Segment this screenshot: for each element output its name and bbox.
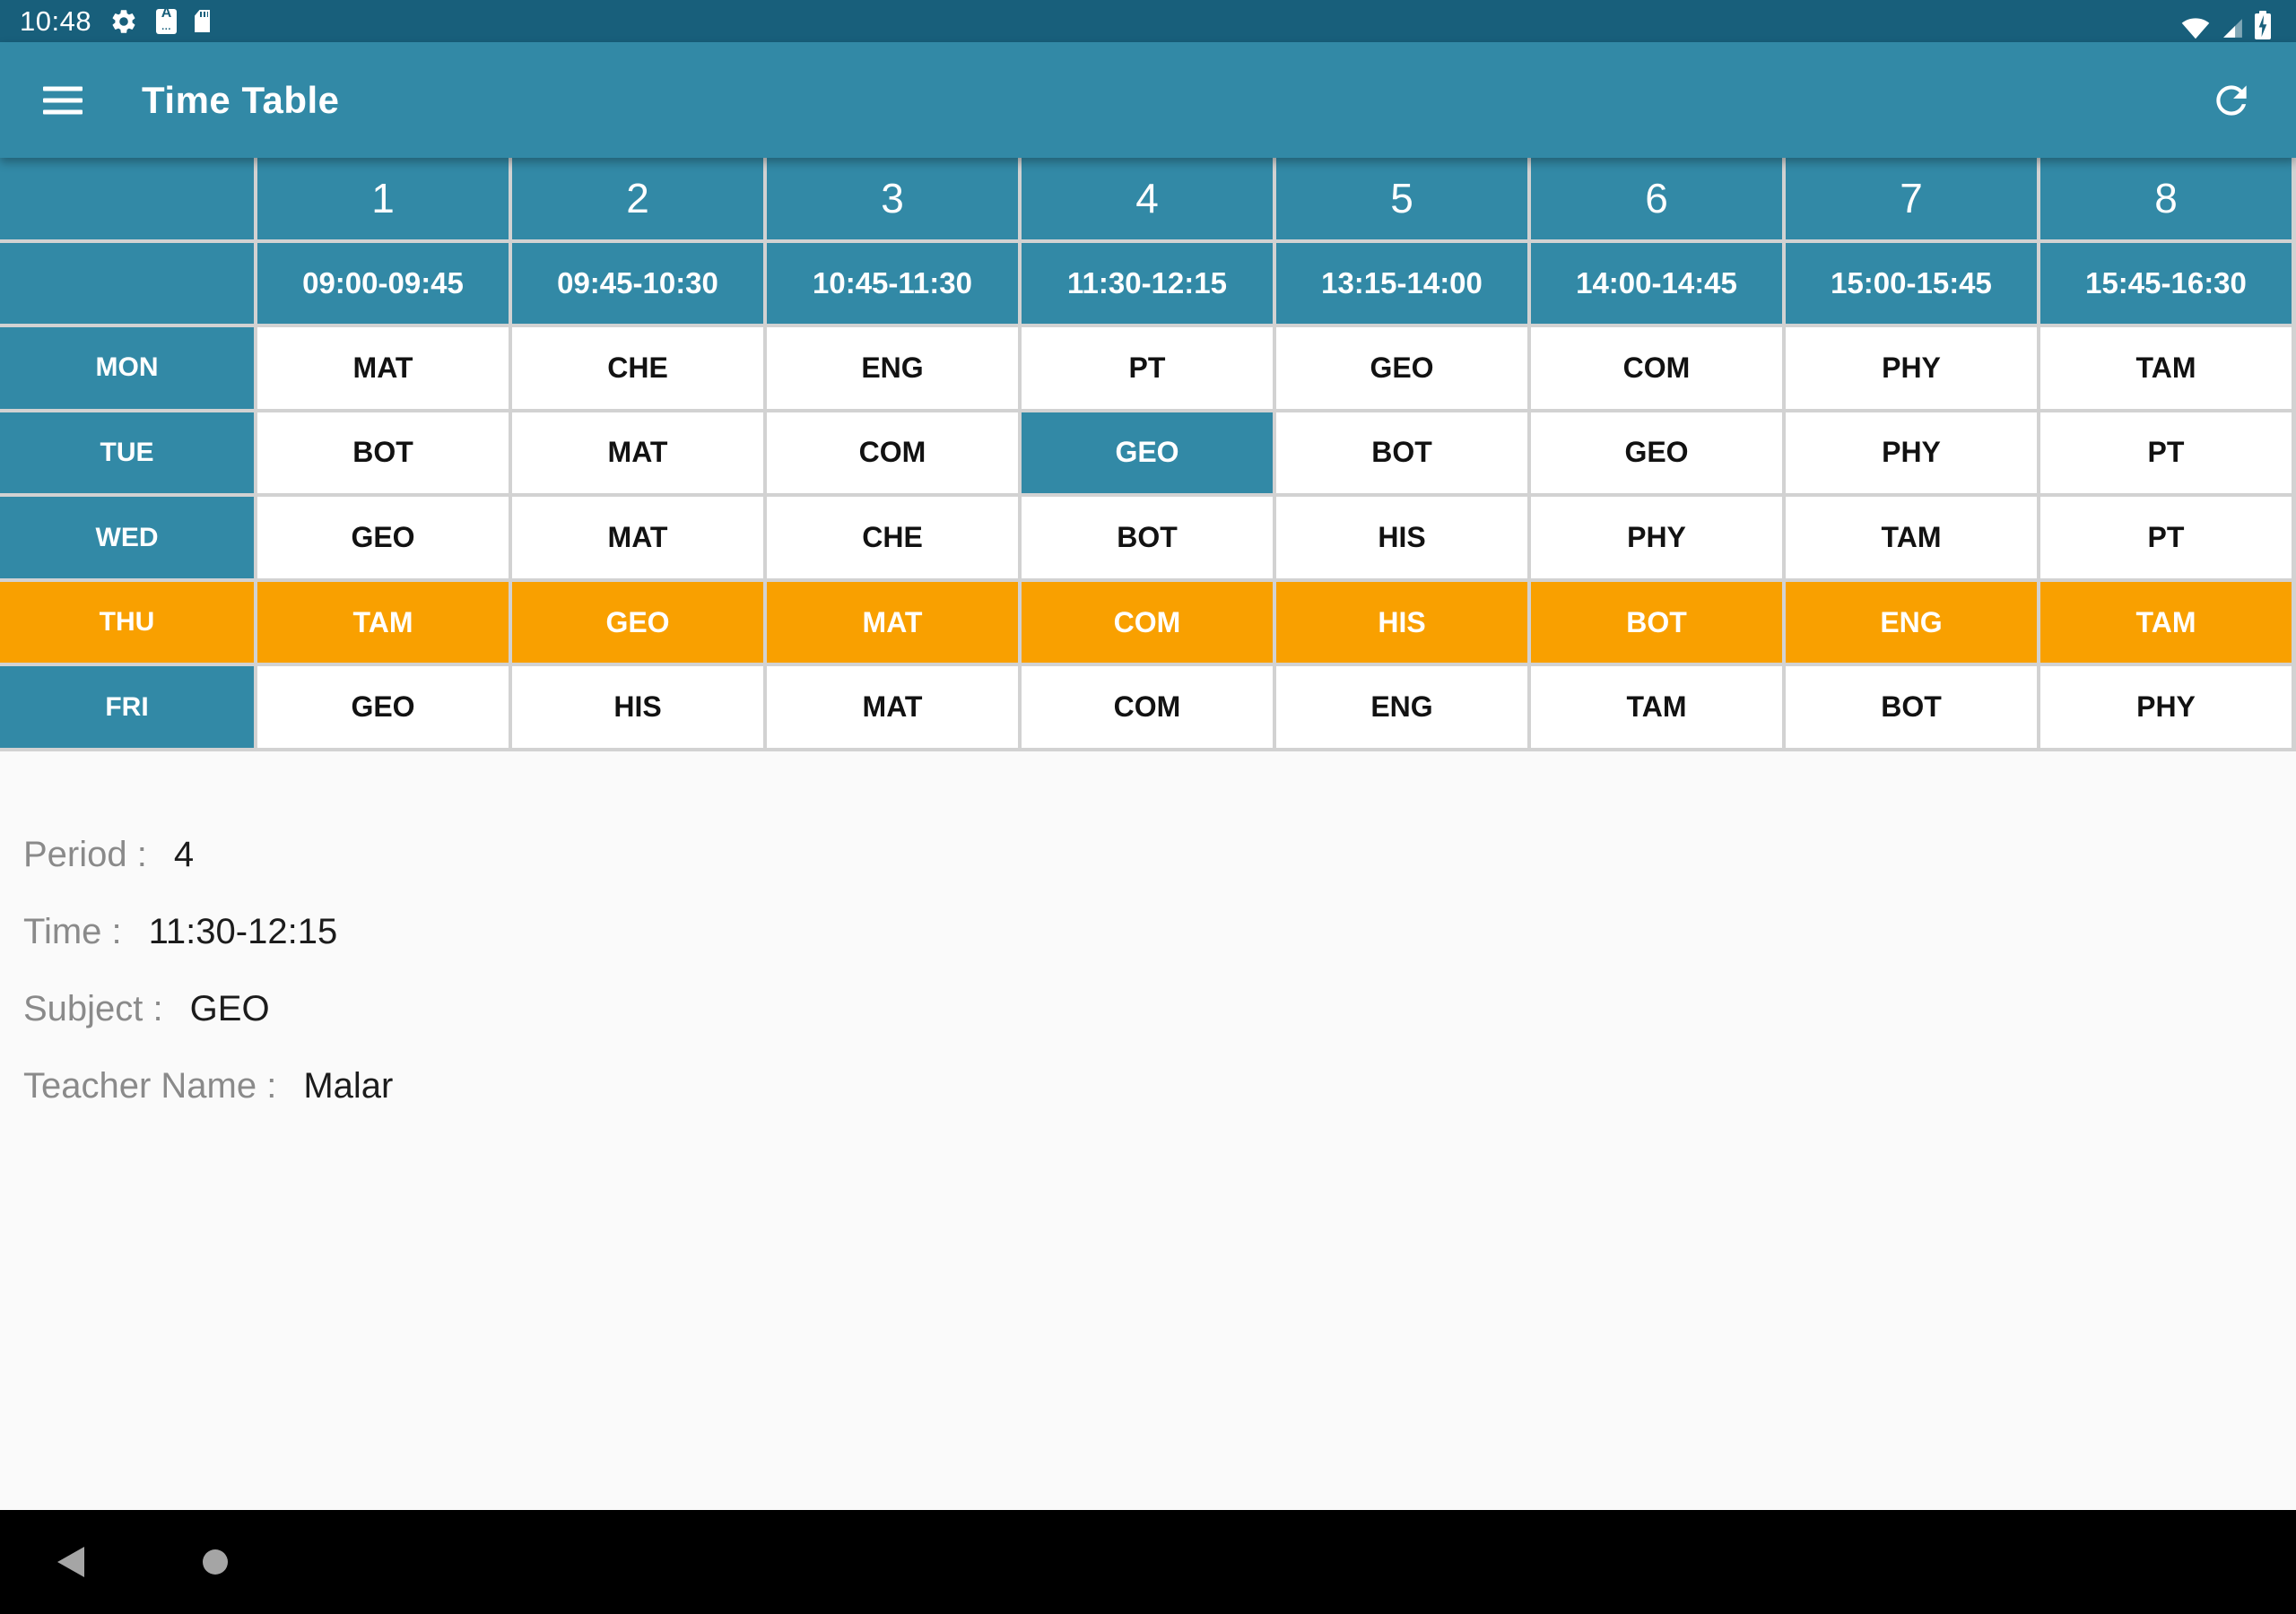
- detail-period: Period : 4: [23, 834, 2296, 876]
- home-circle-icon[interactable]: [203, 1549, 228, 1575]
- app-bar: Time Table: [0, 42, 2296, 158]
- page-title: Time Table: [142, 78, 340, 121]
- battery-charging-icon: [2255, 10, 2271, 39]
- timetable-grid: 1 2 3 4 5 6 7 8 09:00-09:45 09:45-10:30 …: [0, 158, 2296, 751]
- day-label-mon: MON: [0, 327, 254, 409]
- time-header-6: 14:00-14:45: [1531, 242, 1782, 325]
- detail-subject: Subject : GEO: [23, 988, 2296, 1030]
- cell-tue-3[interactable]: COM: [767, 412, 1018, 494]
- cell-thu-7[interactable]: ENG: [1786, 581, 2037, 664]
- period-header-4: 4: [1022, 158, 1273, 239]
- back-icon[interactable]: [57, 1547, 84, 1577]
- detail-time-label: Time :: [23, 912, 122, 951]
- keyboard-a-icon: A: [156, 5, 178, 34]
- wifi-icon: [2181, 17, 2210, 39]
- cell-wed-8[interactable]: PT: [2040, 497, 2292, 578]
- cell-thu-6[interactable]: BOT: [1531, 581, 1782, 664]
- settings-icon: [112, 9, 135, 33]
- cell-fri-2[interactable]: HIS: [512, 666, 763, 748]
- cell-wed-2[interactable]: MAT: [512, 497, 763, 578]
- cell-fri-5[interactable]: ENG: [1276, 666, 1527, 748]
- menu-icon[interactable]: [43, 86, 83, 114]
- cell-fri-6[interactable]: TAM: [1531, 666, 1782, 748]
- cell-tue-4-selected[interactable]: GEO: [1022, 412, 1273, 494]
- cell-tue-6[interactable]: GEO: [1531, 412, 1782, 494]
- time-header-2: 09:45-10:30: [512, 242, 763, 325]
- cell-thu-5[interactable]: HIS: [1276, 581, 1527, 664]
- corner-blank-cell: [0, 158, 254, 239]
- cell-mon-3[interactable]: ENG: [767, 327, 1018, 409]
- detail-time: Time : 11:30-12:15: [23, 911, 2296, 953]
- cell-wed-6[interactable]: PHY: [1531, 497, 1782, 578]
- cell-tue-5[interactable]: BOT: [1276, 412, 1527, 494]
- time-header-4: 11:30-12:15: [1022, 242, 1273, 325]
- refresh-icon[interactable]: [2209, 78, 2254, 123]
- cell-fri-7[interactable]: BOT: [1786, 666, 2037, 748]
- cell-mon-2[interactable]: CHE: [512, 327, 763, 409]
- cell-mon-1[interactable]: MAT: [257, 327, 509, 409]
- cell-thu-2[interactable]: GEO: [512, 581, 763, 664]
- cell-mon-4[interactable]: PT: [1022, 327, 1273, 409]
- cell-thu-3[interactable]: MAT: [767, 581, 1018, 664]
- time-header-7: 15:00-15:45: [1786, 242, 2037, 325]
- cell-signal-icon: [2223, 18, 2242, 38]
- day-label-tue: TUE: [0, 412, 254, 494]
- status-bar: 10:48 A: [0, 0, 2296, 42]
- period-header-5: 5: [1276, 158, 1527, 239]
- detail-subject-label: Subject :: [23, 989, 163, 1028]
- cell-mon-7[interactable]: PHY: [1786, 327, 2037, 409]
- cell-fri-8[interactable]: PHY: [2040, 666, 2292, 748]
- detail-subject-value: GEO: [189, 989, 270, 1028]
- cell-fri-4[interactable]: COM: [1022, 666, 1273, 748]
- period-header-1: 1: [257, 158, 509, 239]
- cell-mon-8[interactable]: TAM: [2040, 327, 2292, 409]
- time-header-8: 15:45-16:30: [2040, 242, 2292, 325]
- cell-mon-6[interactable]: COM: [1531, 327, 1782, 409]
- cell-tue-8[interactable]: PT: [2040, 412, 2292, 494]
- time-header-3: 10:45-11:30: [767, 242, 1018, 325]
- detail-teacher-value: Malar: [303, 1066, 394, 1106]
- cell-tue-1[interactable]: BOT: [257, 412, 509, 494]
- clock-time: 10:48: [20, 4, 92, 37]
- period-header-7: 7: [1786, 158, 2037, 239]
- detail-time-value: 11:30-12:15: [148, 912, 338, 951]
- cell-thu-8[interactable]: TAM: [2040, 581, 2292, 664]
- cell-thu-1[interactable]: TAM: [257, 581, 509, 664]
- cell-fri-3[interactable]: MAT: [767, 666, 1018, 748]
- period-header-2: 2: [512, 158, 763, 239]
- cell-wed-7[interactable]: TAM: [1786, 497, 2037, 578]
- day-label-thu: THU: [0, 581, 254, 664]
- cell-tue-2[interactable]: MAT: [512, 412, 763, 494]
- detail-teacher: Teacher Name : Malar: [23, 1065, 2296, 1107]
- cell-fri-1[interactable]: GEO: [257, 666, 509, 748]
- detail-teacher-label: Teacher Name :: [23, 1066, 277, 1106]
- time-header-5: 13:15-14:00: [1276, 242, 1527, 325]
- day-label-wed: WED: [0, 497, 254, 578]
- period-header-8: 8: [2040, 158, 2292, 239]
- android-nav-bar: [0, 1510, 2296, 1614]
- detail-period-label: Period :: [23, 835, 147, 874]
- period-header-6: 6: [1531, 158, 1782, 239]
- cell-wed-5[interactable]: HIS: [1276, 497, 1527, 578]
- period-header-3: 3: [767, 158, 1018, 239]
- cell-tue-7[interactable]: PHY: [1786, 412, 2037, 494]
- selected-period-details: Period : 4 Time : 11:30-12:15 Subject : …: [0, 751, 2296, 1142]
- time-header-1: 09:00-09:45: [257, 242, 509, 325]
- cell-wed-3[interactable]: CHE: [767, 497, 1018, 578]
- cell-thu-4[interactable]: COM: [1022, 581, 1273, 664]
- cell-mon-5[interactable]: GEO: [1276, 327, 1527, 409]
- detail-period-value: 4: [173, 835, 195, 874]
- sdcard-icon: [195, 10, 211, 32]
- cell-wed-1[interactable]: GEO: [257, 497, 509, 578]
- corner-blank-cell: [0, 242, 254, 325]
- cell-wed-4[interactable]: BOT: [1022, 497, 1273, 578]
- day-label-fri: FRI: [0, 666, 254, 748]
